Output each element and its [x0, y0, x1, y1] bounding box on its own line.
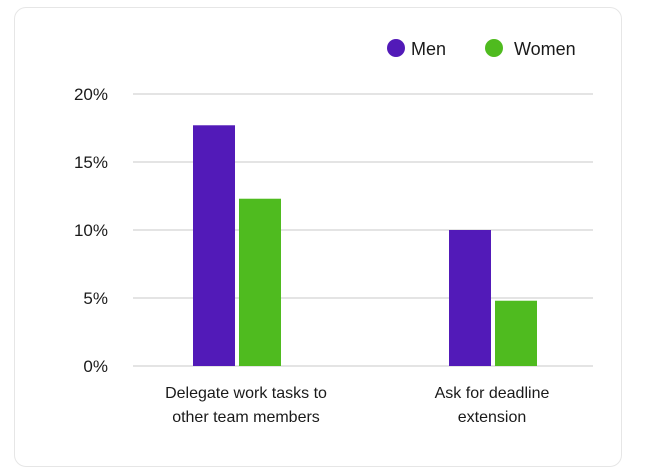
category-label: extension	[458, 409, 527, 426]
y-tick-label: 5%	[83, 289, 108, 308]
bar-women-0	[239, 198, 281, 366]
y-tick-label: 10%	[74, 221, 108, 240]
y-tick-label: 0%	[83, 357, 108, 376]
category-label: Delegate work tasks to	[165, 385, 327, 402]
legend-swatch-women	[485, 39, 503, 57]
bars	[193, 125, 537, 366]
category-label: Ask for deadline	[435, 385, 550, 402]
bar-chart: 0% 5% 10% 15% 20% Delegate work tasks to othe…	[74, 39, 593, 426]
category-label: other team members	[172, 409, 320, 426]
x-axis-category-labels: Delegate work tasks to other team members…	[165, 385, 549, 426]
legend-label-women: Women	[514, 39, 576, 59]
y-tick-label: 20%	[74, 85, 108, 104]
legend-label-men: Men	[411, 39, 446, 59]
legend-swatch-men	[387, 39, 405, 57]
y-axis-tick-labels: 0% 5% 10% 15% 20%	[74, 85, 108, 376]
chart-card	[14, 7, 622, 467]
bar-women-1	[495, 300, 537, 366]
bar-men-0	[193, 125, 235, 366]
bar-men-1	[449, 230, 491, 366]
legend: Men Women	[387, 39, 576, 59]
y-tick-label: 15%	[74, 153, 108, 172]
